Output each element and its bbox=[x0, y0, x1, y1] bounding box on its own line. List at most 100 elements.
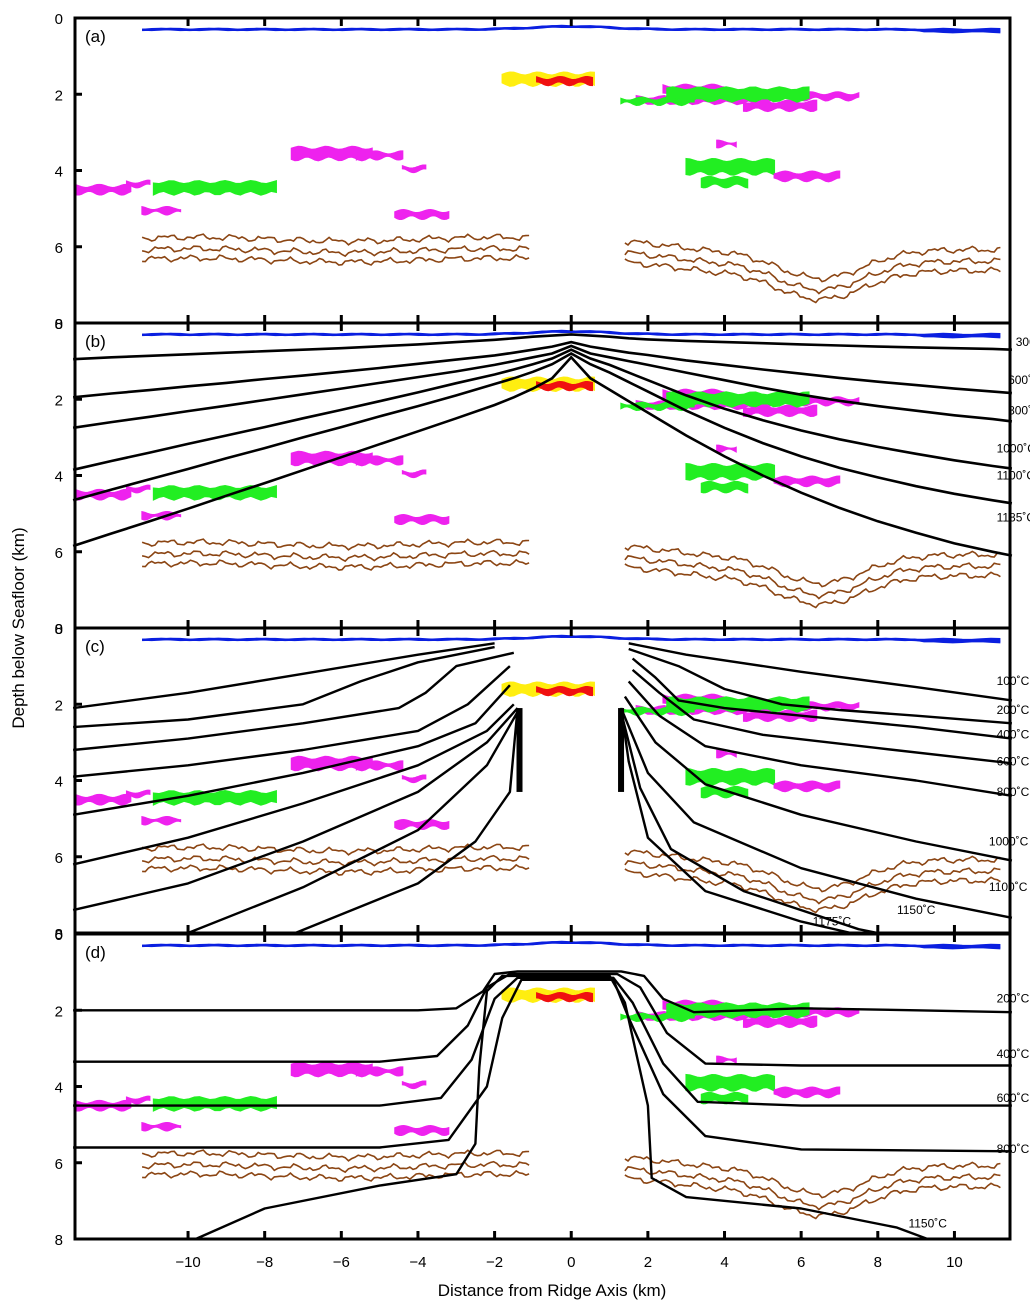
isotherm-line bbox=[631, 668, 1013, 765]
moho-reflector-right bbox=[624, 555, 1001, 600]
reflector-blob bbox=[685, 157, 776, 176]
isotherm-line bbox=[628, 647, 1012, 725]
y-tick-label: 8 bbox=[55, 1232, 63, 1249]
reflector-blob bbox=[742, 99, 818, 113]
isotherm-label: 1000˚C bbox=[997, 442, 1030, 456]
moho-reflector-right bbox=[624, 1174, 1001, 1220]
y-tick-label: 6 bbox=[55, 240, 63, 257]
moho-reflector-left bbox=[142, 558, 530, 571]
reflector-blob bbox=[355, 1066, 404, 1077]
reflector-blob bbox=[125, 789, 151, 799]
reflector-blob bbox=[620, 96, 695, 107]
isotherm-label: 1175˚C bbox=[813, 914, 852, 928]
reflector-blob bbox=[394, 209, 450, 221]
isotherm-line bbox=[628, 642, 1013, 702]
y-tick-label: 6 bbox=[55, 545, 63, 562]
reflector-blob bbox=[742, 404, 818, 418]
x-tick-label: 0 bbox=[567, 1254, 575, 1271]
isotherm-label: 400˚C bbox=[997, 1047, 1030, 1061]
isotherm-line bbox=[72, 344, 1013, 430]
isotherm-label: 100˚C bbox=[997, 674, 1030, 688]
reflector-blob bbox=[401, 469, 427, 479]
y-tick-label: 8 bbox=[55, 926, 63, 943]
reflector-blob bbox=[125, 484, 151, 494]
reflector-blob bbox=[401, 1080, 427, 1090]
isotherm-line bbox=[73, 645, 495, 729]
x-tick-label: −2 bbox=[486, 1254, 503, 1271]
panel-label: (a) bbox=[85, 27, 106, 46]
isotherm-line bbox=[619, 707, 1013, 919]
reflector-blob bbox=[536, 75, 594, 87]
reflector-blob bbox=[141, 1121, 182, 1132]
isotherm-line bbox=[72, 348, 1013, 472]
reflector-blob bbox=[700, 480, 749, 494]
isotherm-line bbox=[623, 695, 1013, 862]
isotherm-line bbox=[619, 707, 852, 935]
moho-reflector-right bbox=[624, 1155, 1001, 1199]
y-axis-label: Depth below Seafloor (km) bbox=[9, 527, 28, 728]
isotherm-line bbox=[72, 355, 1013, 557]
x-tick-label: 4 bbox=[720, 1254, 728, 1271]
isotherm-line bbox=[72, 352, 1013, 505]
reflector-blob bbox=[394, 819, 450, 831]
seafloor-line bbox=[142, 330, 1001, 339]
panel-d: 200˚C 400˚C 600˚C 800˚C 1150˚C bbox=[73, 940, 1030, 1241]
isotherm-line bbox=[72, 642, 495, 710]
isotherm-line bbox=[72, 651, 515, 752]
isotherm-label: 200˚C bbox=[997, 703, 1030, 717]
moho-reflector-right bbox=[624, 239, 1001, 283]
reflector-blob bbox=[716, 139, 737, 149]
reflector-blob bbox=[773, 1086, 841, 1099]
moho-reflector-right bbox=[624, 258, 1001, 304]
moho-reflector-left bbox=[141, 233, 530, 246]
y-tick-label: 2 bbox=[55, 1003, 63, 1020]
reflector-blob bbox=[152, 484, 277, 501]
isotherm-label: 400˚C bbox=[997, 728, 1030, 742]
reflector-blob bbox=[76, 488, 132, 501]
moho-reflector-left bbox=[141, 244, 530, 258]
isotherm-line bbox=[72, 665, 511, 778]
reflector-blob bbox=[76, 793, 132, 806]
reflector-blob bbox=[536, 380, 594, 392]
isotherm-line bbox=[294, 707, 519, 935]
reflector-blob bbox=[742, 1015, 818, 1029]
panel-a bbox=[76, 24, 1001, 304]
x-tick-label: 10 bbox=[946, 1254, 963, 1271]
y-tick-label: 4 bbox=[55, 1080, 63, 1097]
y-tick-label: 8 bbox=[55, 316, 63, 333]
reflector-blob bbox=[716, 749, 737, 759]
moho-reflector-left bbox=[141, 549, 530, 563]
axial-magma-wall-left bbox=[516, 708, 523, 792]
y-tick-label: 6 bbox=[55, 1156, 63, 1173]
moho-reflector-right bbox=[624, 868, 1001, 914]
reflector-blob bbox=[355, 455, 404, 466]
isotherm-line bbox=[72, 340, 1013, 399]
panel-label: (d) bbox=[85, 943, 106, 962]
isotherm-line bbox=[627, 680, 1013, 797]
y-tick-label: 0 bbox=[55, 316, 63, 333]
y-tick-label: 8 bbox=[55, 621, 63, 638]
x-tick-label: −8 bbox=[256, 1254, 273, 1271]
x-tick-label: −10 bbox=[175, 1254, 200, 1271]
moho-reflector-left bbox=[142, 1169, 530, 1182]
x-tick-label: 6 bbox=[797, 1254, 805, 1271]
panel-label: (b) bbox=[85, 332, 106, 351]
isotherm-label: 1100˚C bbox=[997, 468, 1030, 482]
moho-reflector-left bbox=[141, 854, 530, 868]
reflector-blob bbox=[401, 164, 427, 174]
isotherm-line bbox=[73, 978, 1012, 1153]
isotherm-label: 800˚C bbox=[997, 785, 1030, 799]
moho-reflector-left bbox=[141, 1160, 530, 1174]
reflector-blob bbox=[773, 170, 841, 183]
moho-reflector-left bbox=[141, 538, 530, 551]
y-tick-label: 2 bbox=[55, 87, 63, 104]
x-tick-label: −4 bbox=[409, 1254, 426, 1271]
reflector-blob bbox=[141, 815, 182, 826]
x-tick-label: 8 bbox=[874, 1254, 882, 1271]
seafloor-line bbox=[142, 635, 1001, 644]
reflector-blob bbox=[666, 86, 810, 103]
reflector-blob bbox=[716, 444, 737, 454]
moho-reflector-left bbox=[141, 1149, 530, 1162]
panels-group: 300˚C 600˚C 800˚C 1000˚C 1100˚C 1185˚C 100˚C 20… bbox=[72, 24, 1030, 1241]
